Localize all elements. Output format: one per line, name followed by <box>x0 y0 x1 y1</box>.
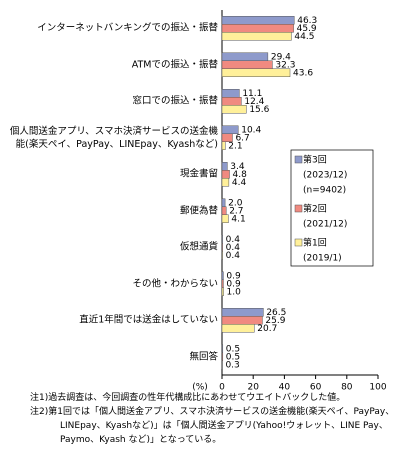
legend-label: 第2回 <box>303 203 327 215</box>
x-tick-label: 60 <box>310 383 322 393</box>
bar <box>221 324 255 333</box>
value-label: 44.5 <box>294 32 314 42</box>
value-label: 2.7 <box>229 206 243 216</box>
x-axis-label: (%) <box>192 383 208 393</box>
bar <box>221 308 264 317</box>
bar <box>221 198 226 207</box>
bar <box>221 243 223 252</box>
value-label: 2.1 <box>228 141 242 151</box>
legend-label: 第1回 <box>303 237 327 249</box>
value-label: 4.8 <box>232 170 247 180</box>
bar <box>221 251 223 260</box>
legend-swatch <box>294 238 303 247</box>
bar <box>221 279 224 288</box>
value-label: 1.0 <box>227 287 242 297</box>
bar <box>221 105 247 114</box>
value-label: 15.6 <box>249 105 269 115</box>
notes: 注1)過去調査は、今回調査の性年代構成比にあわせてウエイトバックした値。 注2)… <box>30 391 400 447</box>
legend-swatch <box>294 155 303 164</box>
bar <box>221 60 273 69</box>
bar <box>221 287 224 296</box>
bar <box>221 170 230 179</box>
legend-period: (2019/1) <box>303 254 342 264</box>
value-label: 0.5 <box>226 352 240 362</box>
value-label: 26.5 <box>266 308 286 318</box>
value-label: 0.9 <box>226 279 241 289</box>
value-label: 0.9 <box>226 271 241 281</box>
bar <box>221 68 291 77</box>
category-label: ATMでの振込・振替 <box>131 59 218 71</box>
category-label: 郵便為替 <box>179 205 218 217</box>
bar <box>221 162 228 171</box>
legend-period: (2023/12) <box>303 171 347 181</box>
note: 注1)過去調査は、今回調査の性年代構成比にあわせてウエイトバックした値。 <box>30 393 346 403</box>
category-label: 仮想通貨 <box>179 241 218 253</box>
category-label: 現金書留 <box>179 168 218 180</box>
category-label: 直近1年間では送金はしていない <box>79 314 218 326</box>
bar <box>221 178 230 187</box>
category-label: 無回答 <box>189 351 218 363</box>
bar <box>221 344 224 353</box>
legend-label: 第3回 <box>303 154 327 166</box>
value-label: 0.4 <box>226 243 241 253</box>
value-label: 12.4 <box>244 97 264 107</box>
value-label: 10.4 <box>241 125 261 135</box>
bar <box>221 352 224 361</box>
value-label: 0.4 <box>226 251 241 261</box>
value-label: 3.4 <box>230 162 245 172</box>
value-label: 43.6 <box>293 68 313 78</box>
bar <box>221 214 229 223</box>
bar <box>221 24 294 33</box>
legend-swatch <box>294 204 303 213</box>
legend-box <box>290 149 374 267</box>
value-label: 6.7 <box>235 133 249 143</box>
value-label: 32.3 <box>275 60 295 70</box>
value-label: 20.7 <box>257 324 277 334</box>
value-label: 45.9 <box>297 24 317 34</box>
x-tick-label: 0 <box>219 383 225 393</box>
x-tick-label: 20 <box>247 383 259 393</box>
bar <box>221 206 227 215</box>
x-tick-label: 100 <box>369 383 386 393</box>
bar <box>221 271 224 280</box>
bar <box>221 32 292 41</box>
value-label: 0.5 <box>226 344 240 354</box>
value-label: 0.4 <box>226 235 241 245</box>
value-label: 46.3 <box>297 16 317 26</box>
x-tick-label: 80 <box>341 383 353 393</box>
category-label: その他・わからない <box>132 278 218 290</box>
bar <box>221 97 242 106</box>
bar <box>221 133 233 142</box>
note: 注2)第1回では「個人間送金アプリ、スマホ決済サービスの送金機能(楽天ペイ、Pa… <box>30 407 395 445</box>
value-label: 29.4 <box>271 52 291 62</box>
category-label: 個人間送金アプリ、スマホ決済サービスの送金機能(楽天ペイ、PayPay、LINE… <box>9 125 218 150</box>
bar <box>221 52 269 61</box>
bar <box>221 235 223 244</box>
value-label: 4.1 <box>231 214 245 224</box>
bar <box>221 16 295 25</box>
legend-sample: (n=9402) <box>303 186 346 196</box>
value-label: 2.0 <box>228 198 243 208</box>
value-label: 0.3 <box>225 360 239 370</box>
value-label: 25.9 <box>265 316 285 326</box>
value-label: 4.4 <box>232 178 247 188</box>
bar <box>221 141 226 150</box>
category-label: インターネットバンキングでの振込・振替 <box>37 22 218 34</box>
category-label: 窓口での振込・振替 <box>132 95 218 107</box>
value-label: 11.1 <box>242 89 262 99</box>
x-tick-label: 40 <box>279 383 291 393</box>
bar <box>221 89 240 98</box>
legend-period: (2021/12) <box>303 220 347 230</box>
